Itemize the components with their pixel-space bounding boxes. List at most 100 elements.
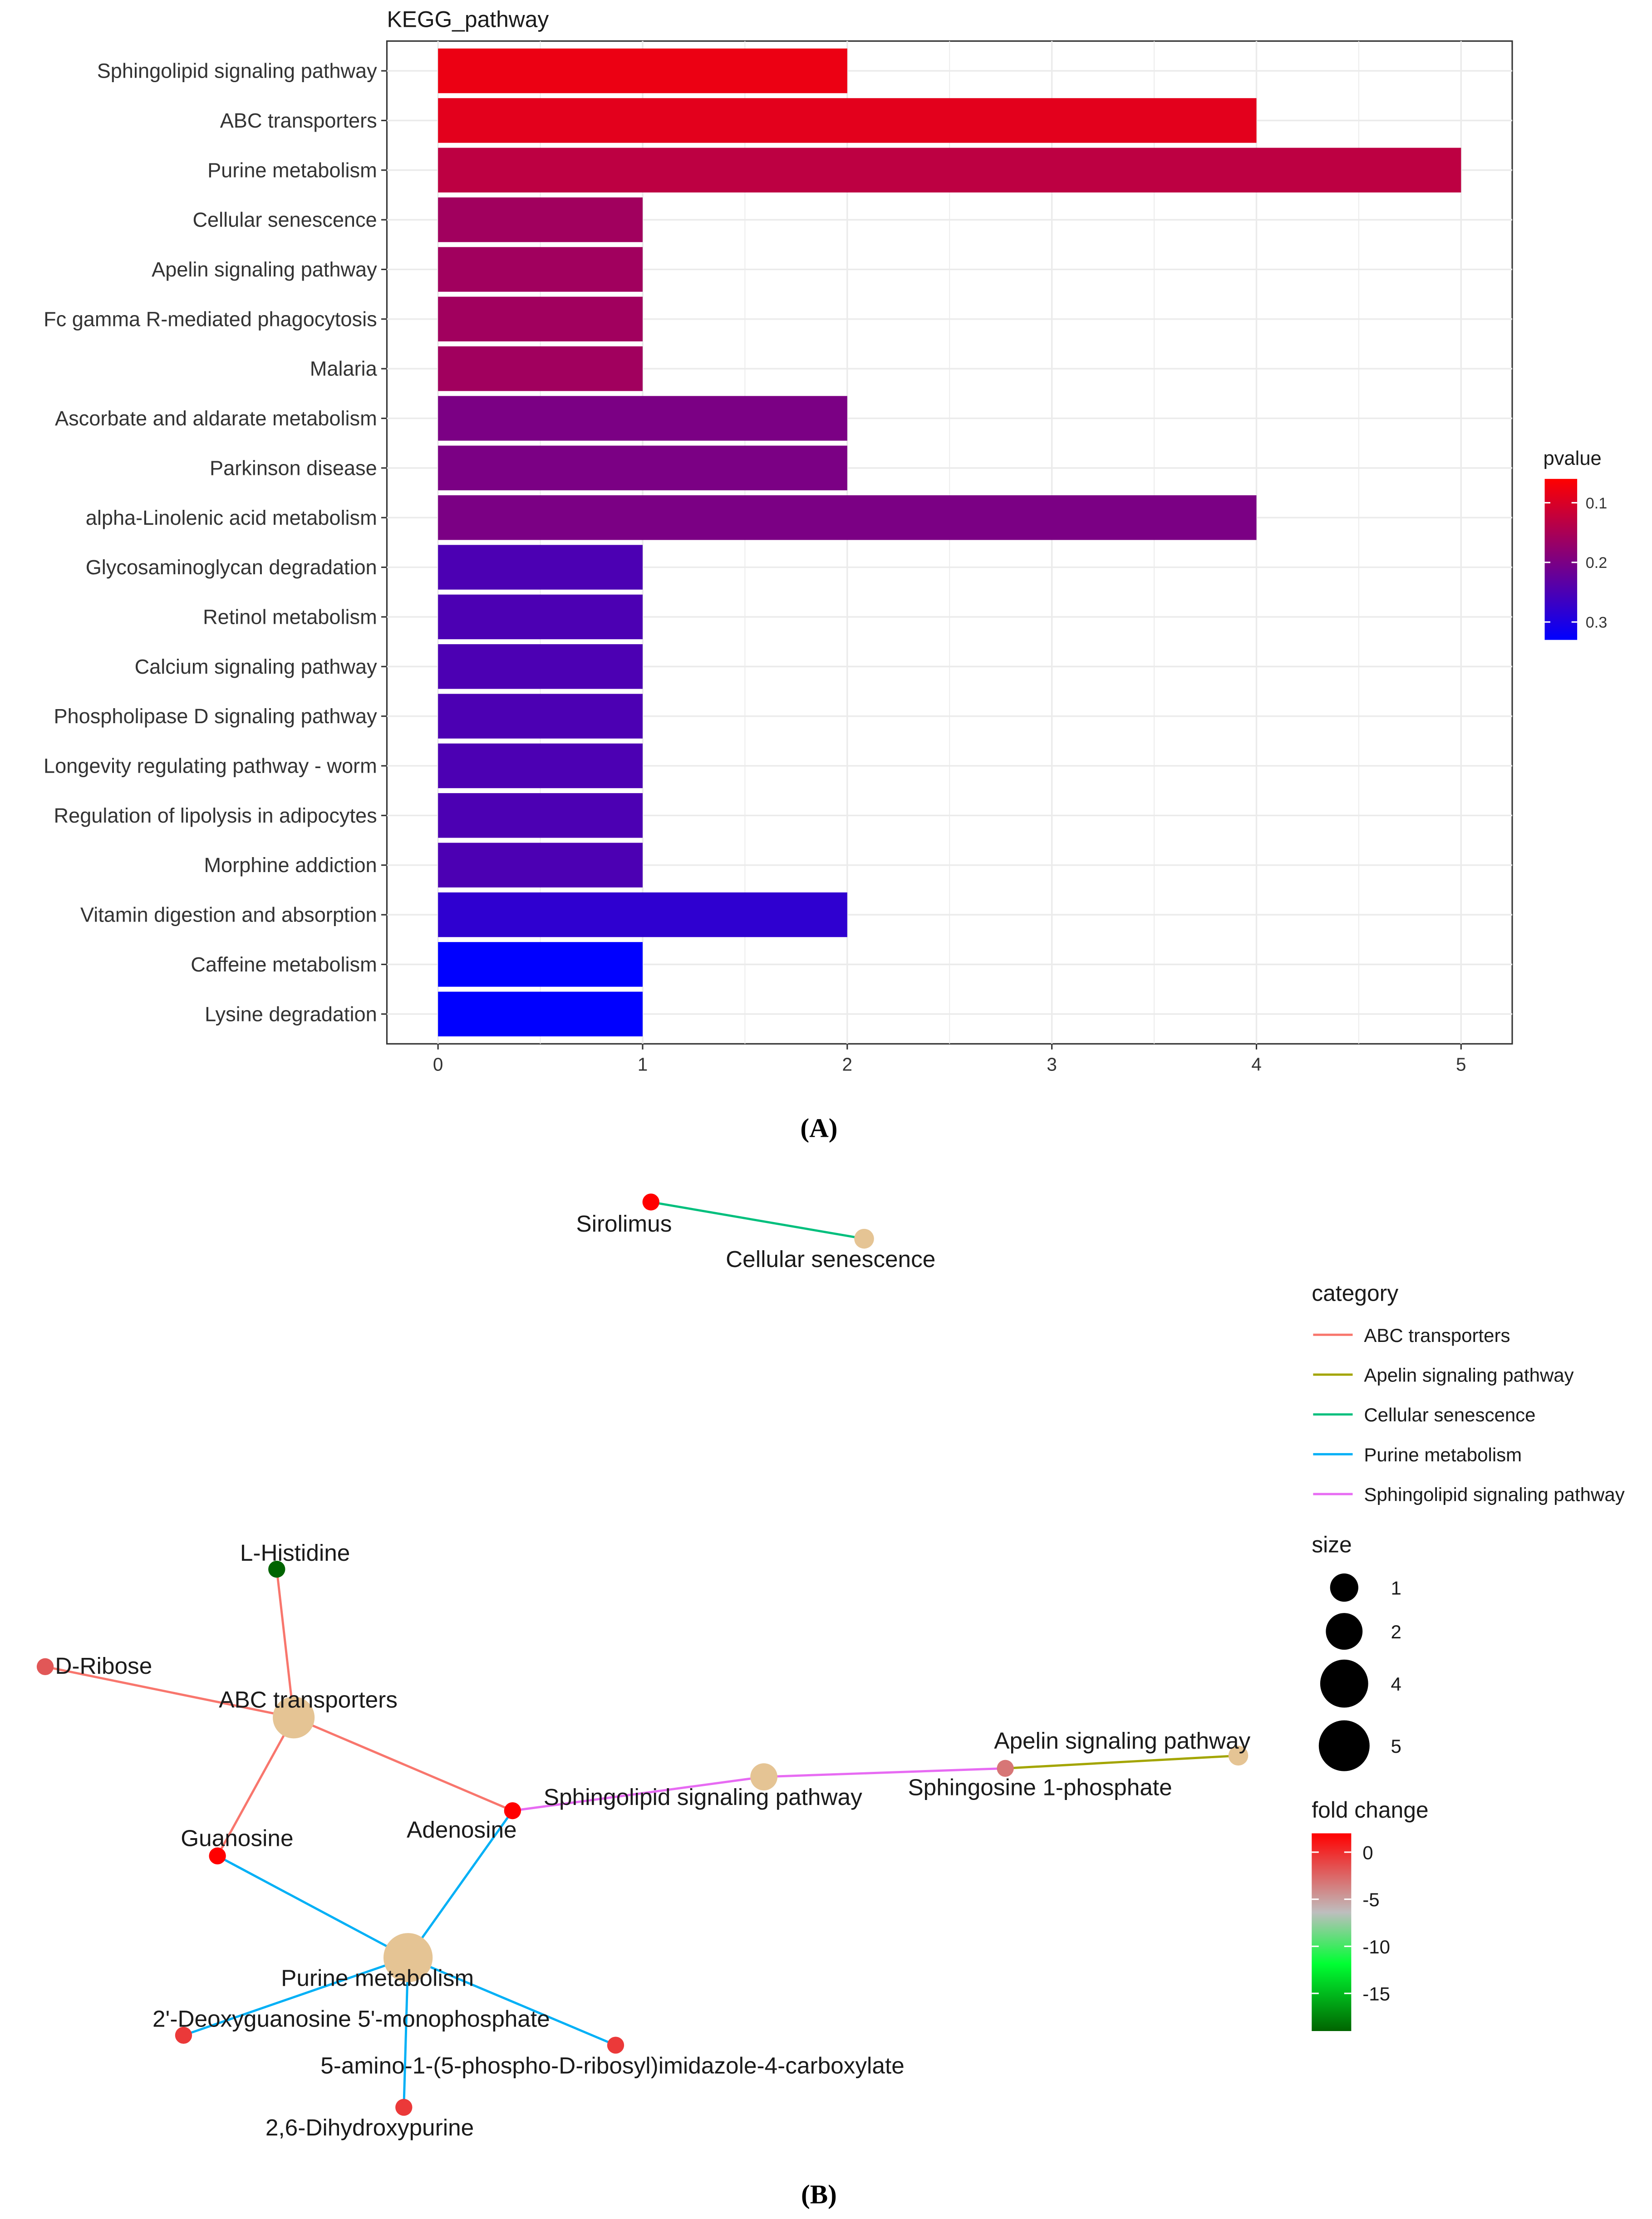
- node-label: 2,6-Dihydroxypurine: [266, 2115, 474, 2140]
- node-label: Sphingosine 1-phosphate: [908, 1774, 1172, 1800]
- category-legend-label: Apelin signaling pathway: [1364, 1365, 1573, 1386]
- category-legend-title: category: [1312, 1281, 1398, 1306]
- pvalue-legend-ticks: 0.1 0.2 0.3: [1544, 495, 1608, 631]
- category-label: Morphine addiction: [204, 853, 377, 877]
- compound-node: [268, 1561, 285, 1578]
- compound-node: [504, 1802, 521, 1820]
- pvalue-tick-label: 0.3: [1586, 614, 1608, 631]
- bar: [438, 197, 643, 242]
- bar: [438, 892, 847, 937]
- size-legend: size 1 2 4 5: [1312, 1532, 1401, 1771]
- pvalue-tick-label: 0.2: [1586, 554, 1608, 572]
- fold-change-legend-ticks: 0 -5 -10 -15: [1312, 1842, 1390, 2005]
- compound-node: [607, 2037, 624, 2054]
- x-tick-label: 2: [842, 1054, 852, 1075]
- category-label: Malaria: [310, 357, 378, 380]
- size-legend-label: 1: [1391, 1578, 1401, 1599]
- x-tick-label: 5: [1456, 1054, 1466, 1075]
- bar: [438, 545, 643, 590]
- size-legend-key: [1320, 1659, 1368, 1708]
- pathway-node: [383, 1933, 433, 1982]
- network-edge: [45, 1665, 294, 1719]
- size-legend-key: [1330, 1573, 1358, 1602]
- node-label: Cellular senescence: [726, 1246, 935, 1272]
- category-label: Fc gamma R-mediated phagocytosis: [44, 307, 377, 330]
- compound-node: [997, 1760, 1014, 1777]
- compound-node: [36, 1658, 54, 1675]
- bars: [438, 48, 1461, 1036]
- category-label: Caffeine metabolism: [191, 953, 377, 976]
- category-label: Glycosaminoglycan degradation: [86, 556, 377, 579]
- node-label: Adenosine: [407, 1817, 517, 1843]
- node-label: Sirolimus: [576, 1211, 672, 1237]
- bar: [438, 495, 1257, 540]
- size-legend-key: [1318, 1720, 1370, 1771]
- network-edge: [1005, 1754, 1239, 1770]
- panel-a-label: (A): [800, 1113, 837, 1143]
- bar: [438, 396, 847, 441]
- pathway-node: [750, 1763, 777, 1790]
- bar: [438, 743, 643, 789]
- compound-node: [642, 1193, 659, 1211]
- compound-node: [395, 2099, 413, 2116]
- fold-change-tick-label: -15: [1362, 1983, 1390, 2005]
- panel-b-label: (B): [801, 2180, 837, 2209]
- pathway-node: [1228, 1746, 1249, 1766]
- network-edge: [183, 1956, 408, 2037]
- node-label: L-Histidine: [240, 1540, 350, 1566]
- node-label: Sphingolipid signaling pathway: [544, 1784, 862, 1810]
- category-label: Lysine degradation: [205, 1002, 377, 1026]
- size-legend-label: 2: [1391, 1621, 1401, 1642]
- fold-change-legend-title: fold change: [1312, 1797, 1428, 1823]
- category-label: ABC transporters: [220, 109, 377, 132]
- bar: [438, 98, 1257, 143]
- category-label: Phospholipase D signaling pathway: [54, 705, 377, 728]
- network-edge: [216, 1717, 295, 1857]
- pvalue-legend-title: pvalue: [1543, 448, 1601, 469]
- network-edge: [216, 1855, 409, 1959]
- panel-b: Sirolimus Cellular senescence L-Histidine D…: [36, 1193, 1625, 2209]
- bar: [438, 793, 643, 838]
- network-edge: [408, 1956, 616, 2046]
- category-legend-label: ABC transporters: [1364, 1325, 1510, 1346]
- network-edges: [45, 1201, 1239, 2108]
- category-label: Longevity regulating pathway - worm: [44, 754, 377, 778]
- category-label: alpha-Linolenic acid metabolism: [86, 506, 377, 529]
- size-legend-title: size: [1312, 1532, 1352, 1557]
- category-label: Vitamin digestion and absorption: [80, 903, 377, 927]
- network-edge: [512, 1775, 764, 1812]
- category-label: Ascorbate and aldarate metabolism: [55, 407, 377, 430]
- size-legend-key: [1326, 1613, 1363, 1650]
- network-edge: [407, 1810, 514, 1958]
- fold-change-tick-label: 0: [1362, 1842, 1373, 1863]
- network-edge: [650, 1201, 865, 1240]
- x-ticks: 0 1 2 3 4 5: [433, 1044, 1466, 1075]
- fold-change-tick-label: -5: [1362, 1889, 1379, 1910]
- bar: [438, 296, 643, 342]
- size-legend-label: 5: [1391, 1736, 1401, 1757]
- network-edge: [403, 1958, 409, 2108]
- network-labels: Sirolimus Cellular senescence L-Histidine D…: [55, 1211, 1250, 2140]
- category-labels: Sphingolipid signaling pathway ABC transp…: [44, 59, 387, 1026]
- category-label: Parkinson disease: [210, 456, 377, 479]
- bar: [438, 48, 847, 94]
- network-nodes: [36, 1193, 1249, 2116]
- category-label: Retinol metabolism: [203, 605, 377, 628]
- category-label: Cellular senescence: [192, 208, 377, 232]
- node-label: 2'-Deoxyguanosine 5'-monophosphate: [152, 2006, 550, 2032]
- network-edge: [764, 1767, 1006, 1778]
- bar: [438, 247, 643, 292]
- chart-title: KEGG_pathway: [387, 6, 549, 32]
- network-edge: [275, 1569, 295, 1718]
- compound-node: [209, 1847, 226, 1864]
- bar: [438, 843, 643, 888]
- pathway-node: [854, 1228, 874, 1249]
- x-tick-label: 1: [638, 1054, 648, 1075]
- bar: [438, 942, 643, 987]
- bar: [438, 346, 643, 391]
- fold-change-colorbar: [1312, 1833, 1352, 2031]
- pvalue-tick-label: 0.1: [1586, 495, 1608, 512]
- category-legend-label: Sphingolipid signaling pathway: [1364, 1484, 1624, 1505]
- bar: [438, 148, 1461, 192]
